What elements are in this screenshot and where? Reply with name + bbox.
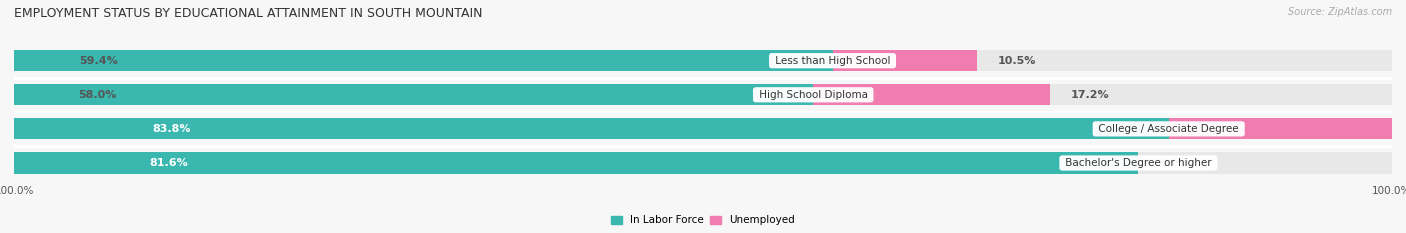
Bar — [813, 84, 1050, 105]
Bar — [14, 84, 813, 105]
Bar — [14, 84, 1392, 105]
Text: 59.4%: 59.4% — [80, 56, 118, 66]
Bar — [1168, 118, 1395, 140]
Text: 0.0%: 0.0% — [1159, 158, 1189, 168]
Text: Less than High School: Less than High School — [772, 56, 893, 66]
Text: High School Diploma: High School Diploma — [755, 90, 870, 100]
Bar — [14, 118, 1168, 140]
Bar — [14, 152, 1139, 174]
Text: 58.0%: 58.0% — [77, 90, 117, 100]
Bar — [832, 50, 977, 71]
Text: College / Associate Degree: College / Associate Degree — [1095, 124, 1241, 134]
Bar — [14, 152, 1392, 174]
Bar — [14, 50, 1392, 71]
Legend: In Labor Force, Unemployed: In Labor Force, Unemployed — [607, 211, 799, 230]
Text: 17.2%: 17.2% — [1071, 90, 1109, 100]
Text: EMPLOYMENT STATUS BY EDUCATIONAL ATTAINMENT IN SOUTH MOUNTAIN: EMPLOYMENT STATUS BY EDUCATIONAL ATTAINM… — [14, 7, 482, 20]
Text: 83.8%: 83.8% — [153, 124, 191, 134]
Text: Bachelor's Degree or higher: Bachelor's Degree or higher — [1062, 158, 1215, 168]
Bar — [14, 118, 1392, 140]
Bar — [14, 50, 832, 71]
Text: Source: ZipAtlas.com: Source: ZipAtlas.com — [1288, 7, 1392, 17]
Text: 81.6%: 81.6% — [149, 158, 188, 168]
Text: 10.5%: 10.5% — [998, 56, 1036, 66]
